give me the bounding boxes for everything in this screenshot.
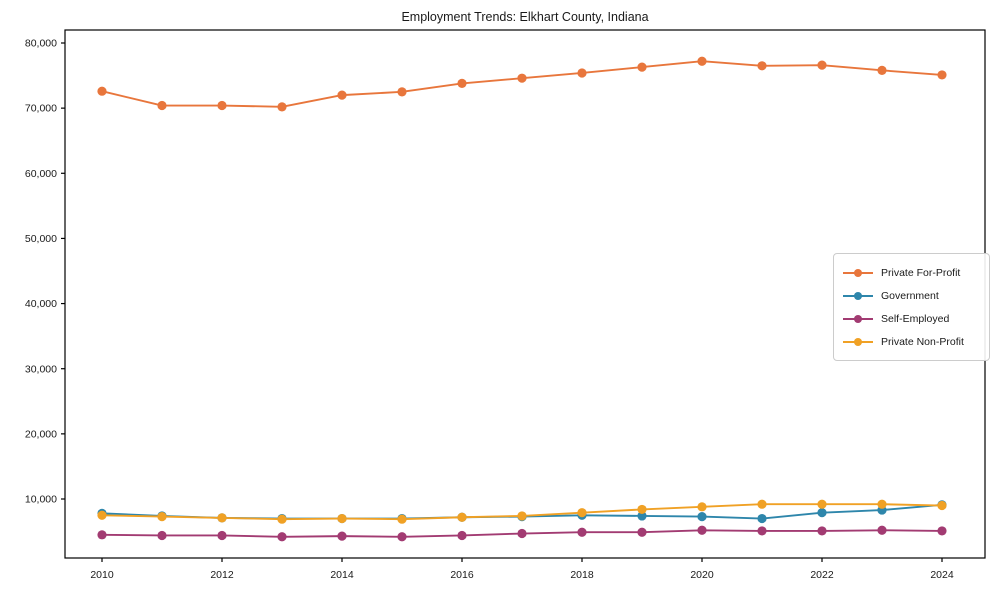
data-point-government-2022 [817,508,827,518]
data-point-government-2021 [757,513,767,524]
data-point-private-non-profit-2019 [637,504,647,515]
data-point-private-non-profit-2018 [577,508,587,518]
data-point-private-for-profit-2011 [157,100,167,111]
data-point-self-employed-2022 [817,526,827,536]
data-point-private-non-profit-2017 [517,511,527,521]
legend-item-self-employed: Self-Employed [843,307,980,330]
data-point-self-employed-2014 [337,531,347,541]
legend-marker-self-employed [843,314,873,324]
data-point-private-non-profit-2020 [697,502,707,512]
x-tick-label: 2012 [210,569,234,581]
data-point-private-non-profit-2022 [817,499,827,509]
data-point-private-non-profit-2010 [97,510,107,520]
legend-label-government: Government [881,289,939,302]
y-tick-label: 40,000 [25,298,57,310]
data-point-private-for-profit-2018 [577,68,587,78]
data-point-private-non-profit-2011 [157,511,167,522]
legend-marker-private-non-profit [843,337,873,347]
x-tick-label: 2010 [90,569,114,581]
legend-item-private-non-profit: Private Non-Profit [843,330,980,353]
x-tick-label: 2018 [570,569,594,581]
x-tick-label: 2016 [450,569,474,581]
legend-item-government: Government [843,284,980,307]
data-point-self-employed-2011 [157,530,167,541]
y-tick-label: 20,000 [25,428,57,440]
legend-label-private-for-profit: Private For-Profit [881,266,961,279]
data-point-self-employed-2017 [517,528,527,539]
data-point-self-employed-2024 [937,526,947,536]
data-point-self-employed-2015 [397,532,407,542]
data-point-private-for-profit-2013 [277,102,287,112]
data-point-private-non-profit-2021 [757,499,767,509]
data-point-self-employed-2012 [217,530,227,541]
y-tick-label: 50,000 [25,233,57,245]
data-point-self-employed-2023 [877,525,887,535]
data-point-self-employed-2019 [637,527,647,537]
data-point-private-for-profit-2017 [517,73,527,83]
data-point-private-for-profit-2016 [457,78,467,88]
y-tick-label: 60,000 [25,168,57,180]
legend: Private For-Profit Government Self-Employe… [833,253,990,361]
legend-label-private-non-profit: Private Non-Profit [881,335,964,348]
data-point-private-for-profit-2014 [337,90,347,100]
data-point-self-employed-2010 [97,530,107,540]
data-point-private-for-profit-2015 [397,87,407,97]
data-point-self-employed-2013 [277,532,287,542]
data-point-private-for-profit-2021 [757,61,767,71]
data-point-self-employed-2016 [457,530,467,541]
data-point-private-for-profit-2019 [637,62,647,72]
data-point-government-2019 [637,511,647,521]
data-point-private-for-profit-2023 [877,65,887,75]
data-point-private-non-profit-2024 [937,500,947,511]
data-point-private-non-profit-2023 [877,499,887,509]
x-tick-label: 2014 [330,569,354,581]
legend-label-self-employed: Self-Employed [881,312,950,325]
y-tick-label: 80,000 [25,38,57,50]
data-point-private-non-profit-2015 [397,514,407,524]
legend-marker-government [843,291,873,301]
data-point-private-for-profit-2022 [817,60,827,70]
y-tick-label: 70,000 [25,103,57,115]
data-point-private-non-profit-2012 [217,513,227,523]
x-tick-label: 2022 [810,569,834,581]
y-tick-label: 10,000 [25,494,57,506]
data-point-private-non-profit-2014 [337,513,347,524]
chart-title: Employment Trends: Elkhart County, India… [401,10,649,24]
data-point-self-employed-2018 [577,527,587,537]
legend-item-private-for-profit: Private For-Profit [843,261,980,284]
data-point-private-for-profit-2010 [97,86,107,96]
data-point-private-for-profit-2020 [697,56,707,66]
data-point-private-non-profit-2013 [277,514,287,524]
data-point-private-for-profit-2024 [937,70,947,80]
data-point-private-for-profit-2012 [217,100,227,111]
data-point-self-employed-2021 [757,526,767,536]
series-line-private-for-profit [101,60,943,108]
data-point-self-employed-2020 [697,525,707,535]
legend-marker-private-for-profit [843,268,873,278]
x-tick-label: 2024 [930,569,954,581]
data-point-private-non-profit-2016 [457,512,467,522]
y-tick-label: 30,000 [25,363,57,375]
x-tick-label: 2020 [690,569,714,581]
data-point-government-2020 [697,511,707,522]
